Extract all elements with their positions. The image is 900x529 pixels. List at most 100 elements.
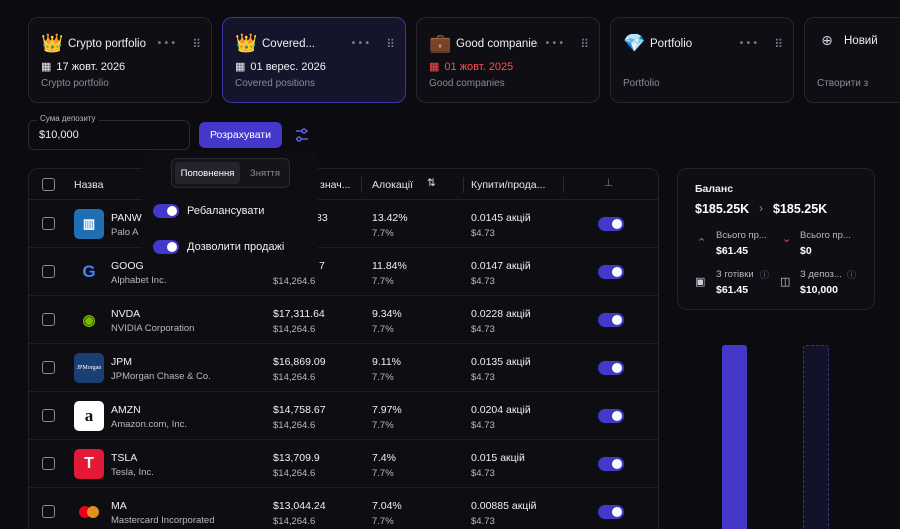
deposit-value: $10,000 (800, 284, 838, 296)
card-title: Covered... (262, 37, 316, 50)
card-subtitle: Covered positions (235, 78, 316, 89)
header-name[interactable]: Назва (74, 179, 104, 191)
balance-to: $185.25K (773, 202, 828, 216)
target-value: $14,264.6 (273, 516, 316, 527)
sort-icon[interactable]: ⇅ (427, 177, 436, 189)
panw-logo: ▥ (74, 209, 104, 239)
tab-withdraw[interactable]: Зняття (250, 167, 280, 179)
target-value: $14,264.6 (273, 468, 316, 479)
tab-deposit[interactable]: Поповнення (175, 162, 240, 184)
deposit-value[interactable]: $10,000 (39, 129, 79, 141)
calculate-button[interactable]: Розрахувати (199, 122, 282, 148)
new-portfolio-card[interactable]: ⊕ Новий Створити з (804, 17, 900, 103)
ticker: MA (111, 500, 127, 512)
rebalance-toggle[interactable] (153, 204, 179, 218)
header-buy-sell[interactable]: Купити/прода... (471, 179, 546, 191)
target-value: $14,264.6 (273, 372, 316, 383)
portfolio-card-covered[interactable]: 👑 Covered... ••• ⠿ ▦ 01 верес. 2026 Cover… (222, 17, 406, 103)
arrow-down-icon: ⌄ (782, 232, 792, 245)
drag-handle-icon[interactable]: ⠿ (386, 36, 395, 51)
column-divider (563, 177, 564, 193)
allocation-table: Назва знач... Алокації ⇅ Купити/прода...… (28, 168, 659, 529)
gem-icon: 💎 (623, 33, 646, 54)
table-header: Назва знач... Алокації ⇅ Купити/прода...… (29, 169, 658, 200)
card-date: ▦ 17 жовт. 2026 (41, 60, 126, 74)
portfolio-card-portfolio[interactable]: 💎 Portfolio ••• ⠿ Portfolio (610, 17, 794, 103)
table-row[interactable]: ◉ NVDA NVIDIA Corporation $17,311.64 $14… (29, 296, 658, 344)
buy-shares: 0.0145 акцій (471, 212, 531, 224)
row-toggle[interactable] (598, 217, 624, 231)
mastercard-logo (74, 497, 104, 527)
row-checkbox[interactable] (42, 265, 55, 278)
current-value: $17,311.64 (273, 308, 325, 320)
drag-handle-icon[interactable]: ⠿ (580, 36, 589, 51)
row-checkbox[interactable] (42, 457, 55, 470)
drag-handle-icon[interactable]: ⠿ (774, 36, 783, 51)
ticker: AMZN (111, 404, 141, 416)
table-row[interactable]: a AMZN Amazon.com, Inc. $14,758.67 $14,2… (29, 392, 658, 440)
allocation-actual: 11.84% (372, 260, 407, 272)
row-toggle[interactable] (598, 313, 624, 327)
allocation-target: 7.7% (372, 420, 394, 431)
total-in-value: $61.45 (716, 245, 749, 257)
row-toggle[interactable] (598, 505, 624, 519)
chevron-right-icon: › (759, 201, 763, 215)
drag-handle-icon[interactable]: ⠿ (192, 36, 201, 51)
allocation-target: 7.7% (372, 516, 394, 527)
pin-icon[interactable]: ⊥ (604, 177, 614, 189)
row-toggle[interactable] (598, 457, 624, 471)
row-toggle[interactable] (598, 361, 624, 375)
allocation-actual: 7.4% (372, 452, 396, 464)
arrow-up-icon: ⌃ (697, 236, 707, 249)
row-toggle[interactable] (598, 409, 624, 423)
header-value[interactable]: знач... (320, 179, 351, 191)
table-row[interactable]: JPMorgan JPM JPMorgan Chase & Co. $16,86… (29, 344, 658, 392)
buy-amount: $4.73 (471, 468, 495, 479)
allow-sales-label: Дозволити продажі (187, 241, 285, 253)
deposit-amount-field[interactable]: Сума депозиту $10,000 (28, 114, 190, 150)
card-subtitle: Crypto portfolio (41, 78, 109, 89)
buy-amount: $4.73 (471, 420, 495, 431)
portfolio-cards: 👑 Crypto portfolio ••• ⠿ ▦ 17 жовт. 2026 … (28, 17, 900, 103)
card-title: Good companies (456, 37, 538, 50)
allocation-actual: 13.42% (372, 212, 408, 224)
row-checkbox[interactable] (42, 409, 55, 422)
rebalance-label: Ребалансувати (187, 205, 265, 217)
table-row[interactable]: T TSLA Tesla, Inc. $13,709.9 $14,264.6 7… (29, 440, 658, 488)
deposit-label: З депоз... (800, 269, 842, 280)
allocation-actual: 7.97% (372, 404, 402, 416)
column-divider (361, 177, 362, 193)
table-row[interactable]: MA Mastercard Incorporated $13,044.24 $1… (29, 488, 658, 529)
row-checkbox[interactable] (42, 313, 55, 326)
header-allocation[interactable]: Алокації (372, 179, 414, 191)
nvidia-logo: ◉ (82, 312, 96, 329)
sliders-icon[interactable] (292, 125, 312, 145)
table-row[interactable]: ▥ PANW Palo A 83 13.42% 7.7% 0.0145 акці… (29, 200, 658, 248)
more-icon[interactable]: ••• (350, 38, 372, 49)
current-value: $13,044.24 (273, 500, 326, 512)
target-value: $14,264.6 (273, 324, 316, 335)
row-toggle[interactable] (598, 265, 624, 279)
deposit-icon: ◫ (780, 275, 791, 288)
more-icon[interactable]: ••• (544, 38, 566, 49)
row-checkbox[interactable] (42, 505, 55, 518)
allow-sales-toggle[interactable] (153, 240, 179, 254)
row-checkbox[interactable] (42, 217, 55, 230)
table-row[interactable]: G GOOG Alphabet Inc. 7 $14,264.6 11.84% … (29, 248, 658, 296)
target-value: $14,264.6 (273, 276, 316, 287)
info-icon[interactable]: ⓘ (847, 271, 857, 281)
buy-amount: $4.73 (471, 228, 495, 239)
row-checkbox[interactable] (42, 361, 55, 374)
select-all-checkbox[interactable] (42, 178, 55, 191)
portfolio-card-good-companies[interactable]: 💼 Good companies ••• ⠿ ▦ 01 жовт. 2025 Go… (416, 17, 600, 103)
allocation-actual: 9.34% (372, 308, 402, 320)
current-value: 7 (319, 260, 325, 272)
current-value: $16,869.09 (273, 356, 326, 368)
company-name: Palo A (111, 227, 139, 238)
crown-icon: 👑 (41, 33, 64, 54)
crown-icon: 👑 (235, 33, 258, 54)
more-icon[interactable]: ••• (738, 38, 760, 49)
portfolio-card-crypto[interactable]: 👑 Crypto portfolio ••• ⠿ ▦ 17 жовт. 2026 … (28, 17, 212, 103)
info-icon[interactable]: ⓘ (760, 271, 770, 281)
more-icon[interactable]: ••• (156, 38, 178, 49)
